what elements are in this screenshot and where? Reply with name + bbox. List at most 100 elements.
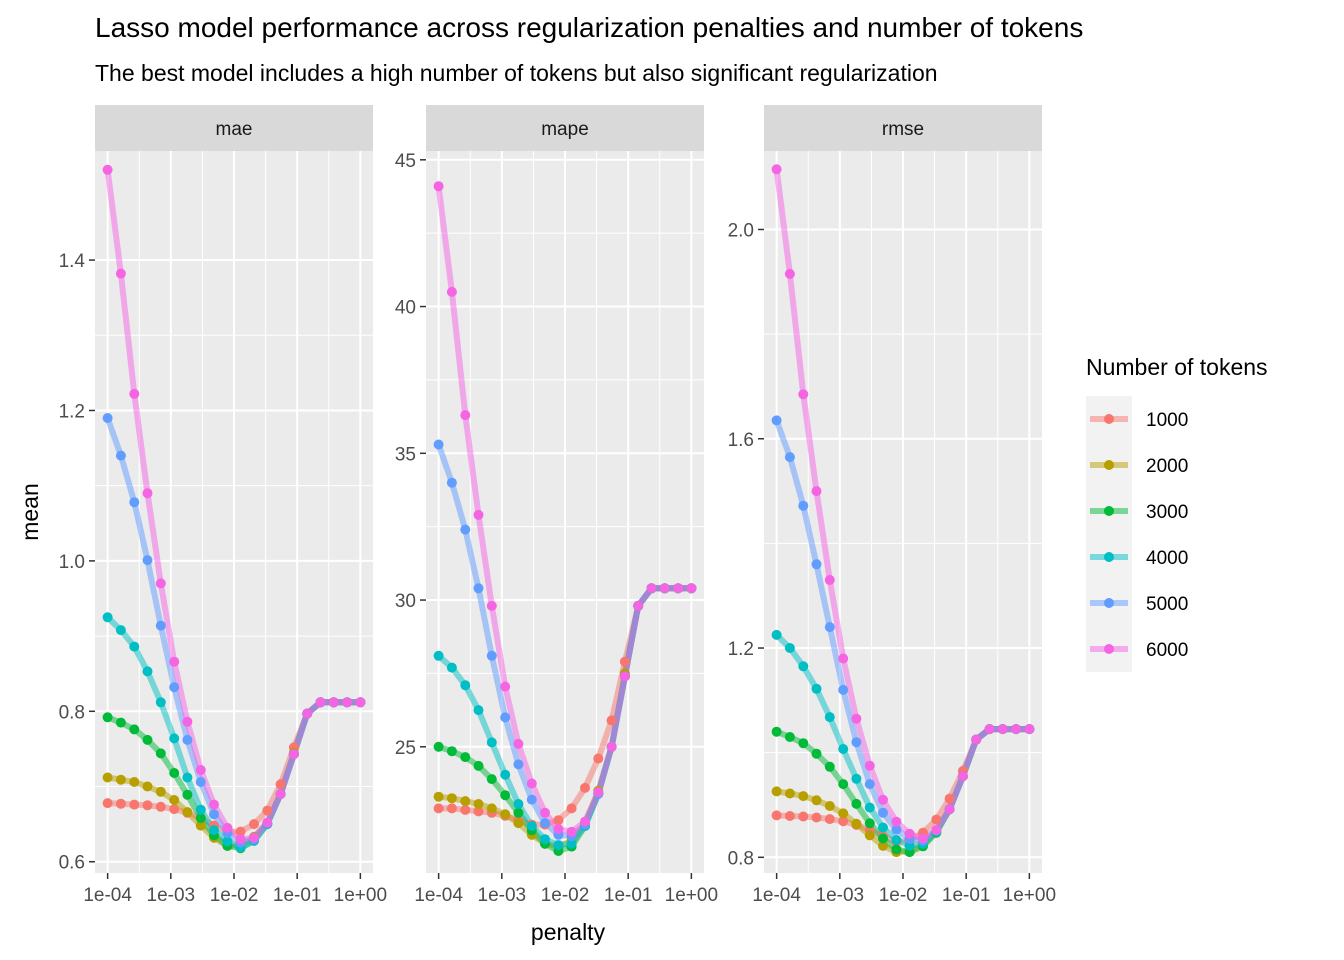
y-tick-label: 40 [395,298,416,319]
data-point-4000 [811,683,822,694]
data-point-6000 [673,583,684,594]
data-point-6000 [540,807,550,818]
data-point-4000 [864,802,875,813]
x-tick-label: 1e-03 [478,885,527,906]
y-tick-label: 1.4 [59,251,86,272]
data-point-3000 [486,774,497,785]
data-point-1000 [433,803,444,814]
x-tick-label: 1e-04 [752,885,801,906]
x-tick-label: 1e-01 [273,885,322,906]
data-point-6000 [235,834,246,845]
data-point-1000 [931,814,942,825]
data-point-5000 [526,794,537,805]
data-point-6000 [659,583,670,594]
data-point-6000 [328,697,339,708]
data-point-5000 [182,734,193,745]
data-point-3000 [864,818,875,829]
data-point-3000 [102,712,113,723]
data-point-3000 [155,748,166,759]
chart-title: Lasso model performance across regulariz… [95,12,1084,43]
legend-label-4000: 4000 [1146,548,1188,569]
data-point-6000 [262,817,273,828]
data-point-6000 [433,181,444,192]
data-point-4000 [500,769,511,780]
data-point-1000 [275,779,286,790]
data-point-4000 [209,825,219,836]
data-point-6000 [811,486,822,497]
data-point-1000 [473,806,484,817]
data-point-6000 [209,799,219,810]
facet-strip [95,105,373,151]
data-point-4000 [878,822,888,833]
data-point-1000 [619,656,630,667]
data-point-1000 [446,803,457,814]
data-point-6000 [646,583,657,594]
data-point-4000 [222,836,233,847]
data-point-4000 [129,641,140,652]
y-tick-label: 2.0 [728,220,754,241]
data-point-4000 [142,666,153,677]
data-point-6000 [1011,724,1022,735]
data-point-6000 [486,600,497,611]
data-point-5000 [195,777,206,787]
y-axis-title: mean [17,483,43,541]
data-point-6000 [686,583,697,594]
data-point-6000 [342,697,353,708]
data-point-5000 [209,809,219,820]
data-point-1000 [155,801,166,812]
data-point-1000 [115,798,126,809]
data-point-4000 [460,680,471,691]
data-point-6000 [824,575,835,585]
data-point-2000 [513,818,524,829]
data-point-6000 [580,816,590,827]
data-point-2000 [195,820,206,831]
data-point-3000 [838,779,849,790]
x-tick-label: 1e-02 [541,885,590,906]
data-point-6000 [275,789,286,799]
data-point-3000 [169,768,180,778]
x-tick-label: 1e-03 [147,885,196,906]
data-point-5000 [486,650,497,661]
data-point-4000 [798,661,809,672]
legend-point-1000 [1104,414,1114,424]
data-point-6000 [222,822,233,833]
data-point-5000 [811,559,822,570]
data-point-4000 [433,650,444,661]
legend-label-3000: 3000 [1146,502,1188,523]
data-point-6000 [355,697,366,708]
data-point-2000 [155,786,166,797]
facet-strip-label: mae [216,119,253,140]
legend-point-3000 [1104,506,1114,516]
data-point-6000 [473,509,484,520]
x-tick-label: 1e+00 [665,885,718,906]
data-point-6000 [971,734,982,745]
data-point-6000 [315,697,326,708]
data-point-2000 [838,808,849,819]
x-tick-label: 1e-02 [210,885,259,906]
data-point-6000 [593,787,604,798]
data-point-6000 [102,164,113,175]
facet-strip [426,105,704,151]
data-point-4000 [540,834,550,845]
data-point-2000 [129,777,140,787]
data-point-3000 [824,761,835,772]
data-point-3000 [182,789,193,800]
legend-point-4000 [1104,552,1114,562]
data-point-1000 [553,815,564,826]
data-point-6000 [155,578,166,589]
y-tick-label: 0.8 [728,848,754,869]
data-point-5000 [784,452,795,463]
data-point-3000 [433,741,444,752]
data-point-5000 [115,450,126,461]
data-point-4000 [473,705,484,716]
data-point-6000 [169,656,180,667]
data-point-3000 [878,833,888,844]
legend-label-2000: 2000 [1146,456,1188,477]
data-point-1000 [944,793,955,804]
data-point-3000 [798,738,809,749]
data-point-2000 [115,774,126,785]
data-point-5000 [891,824,902,835]
data-point-6000 [513,738,524,749]
data-point-6000 [957,771,968,782]
data-point-6000 [500,681,511,692]
